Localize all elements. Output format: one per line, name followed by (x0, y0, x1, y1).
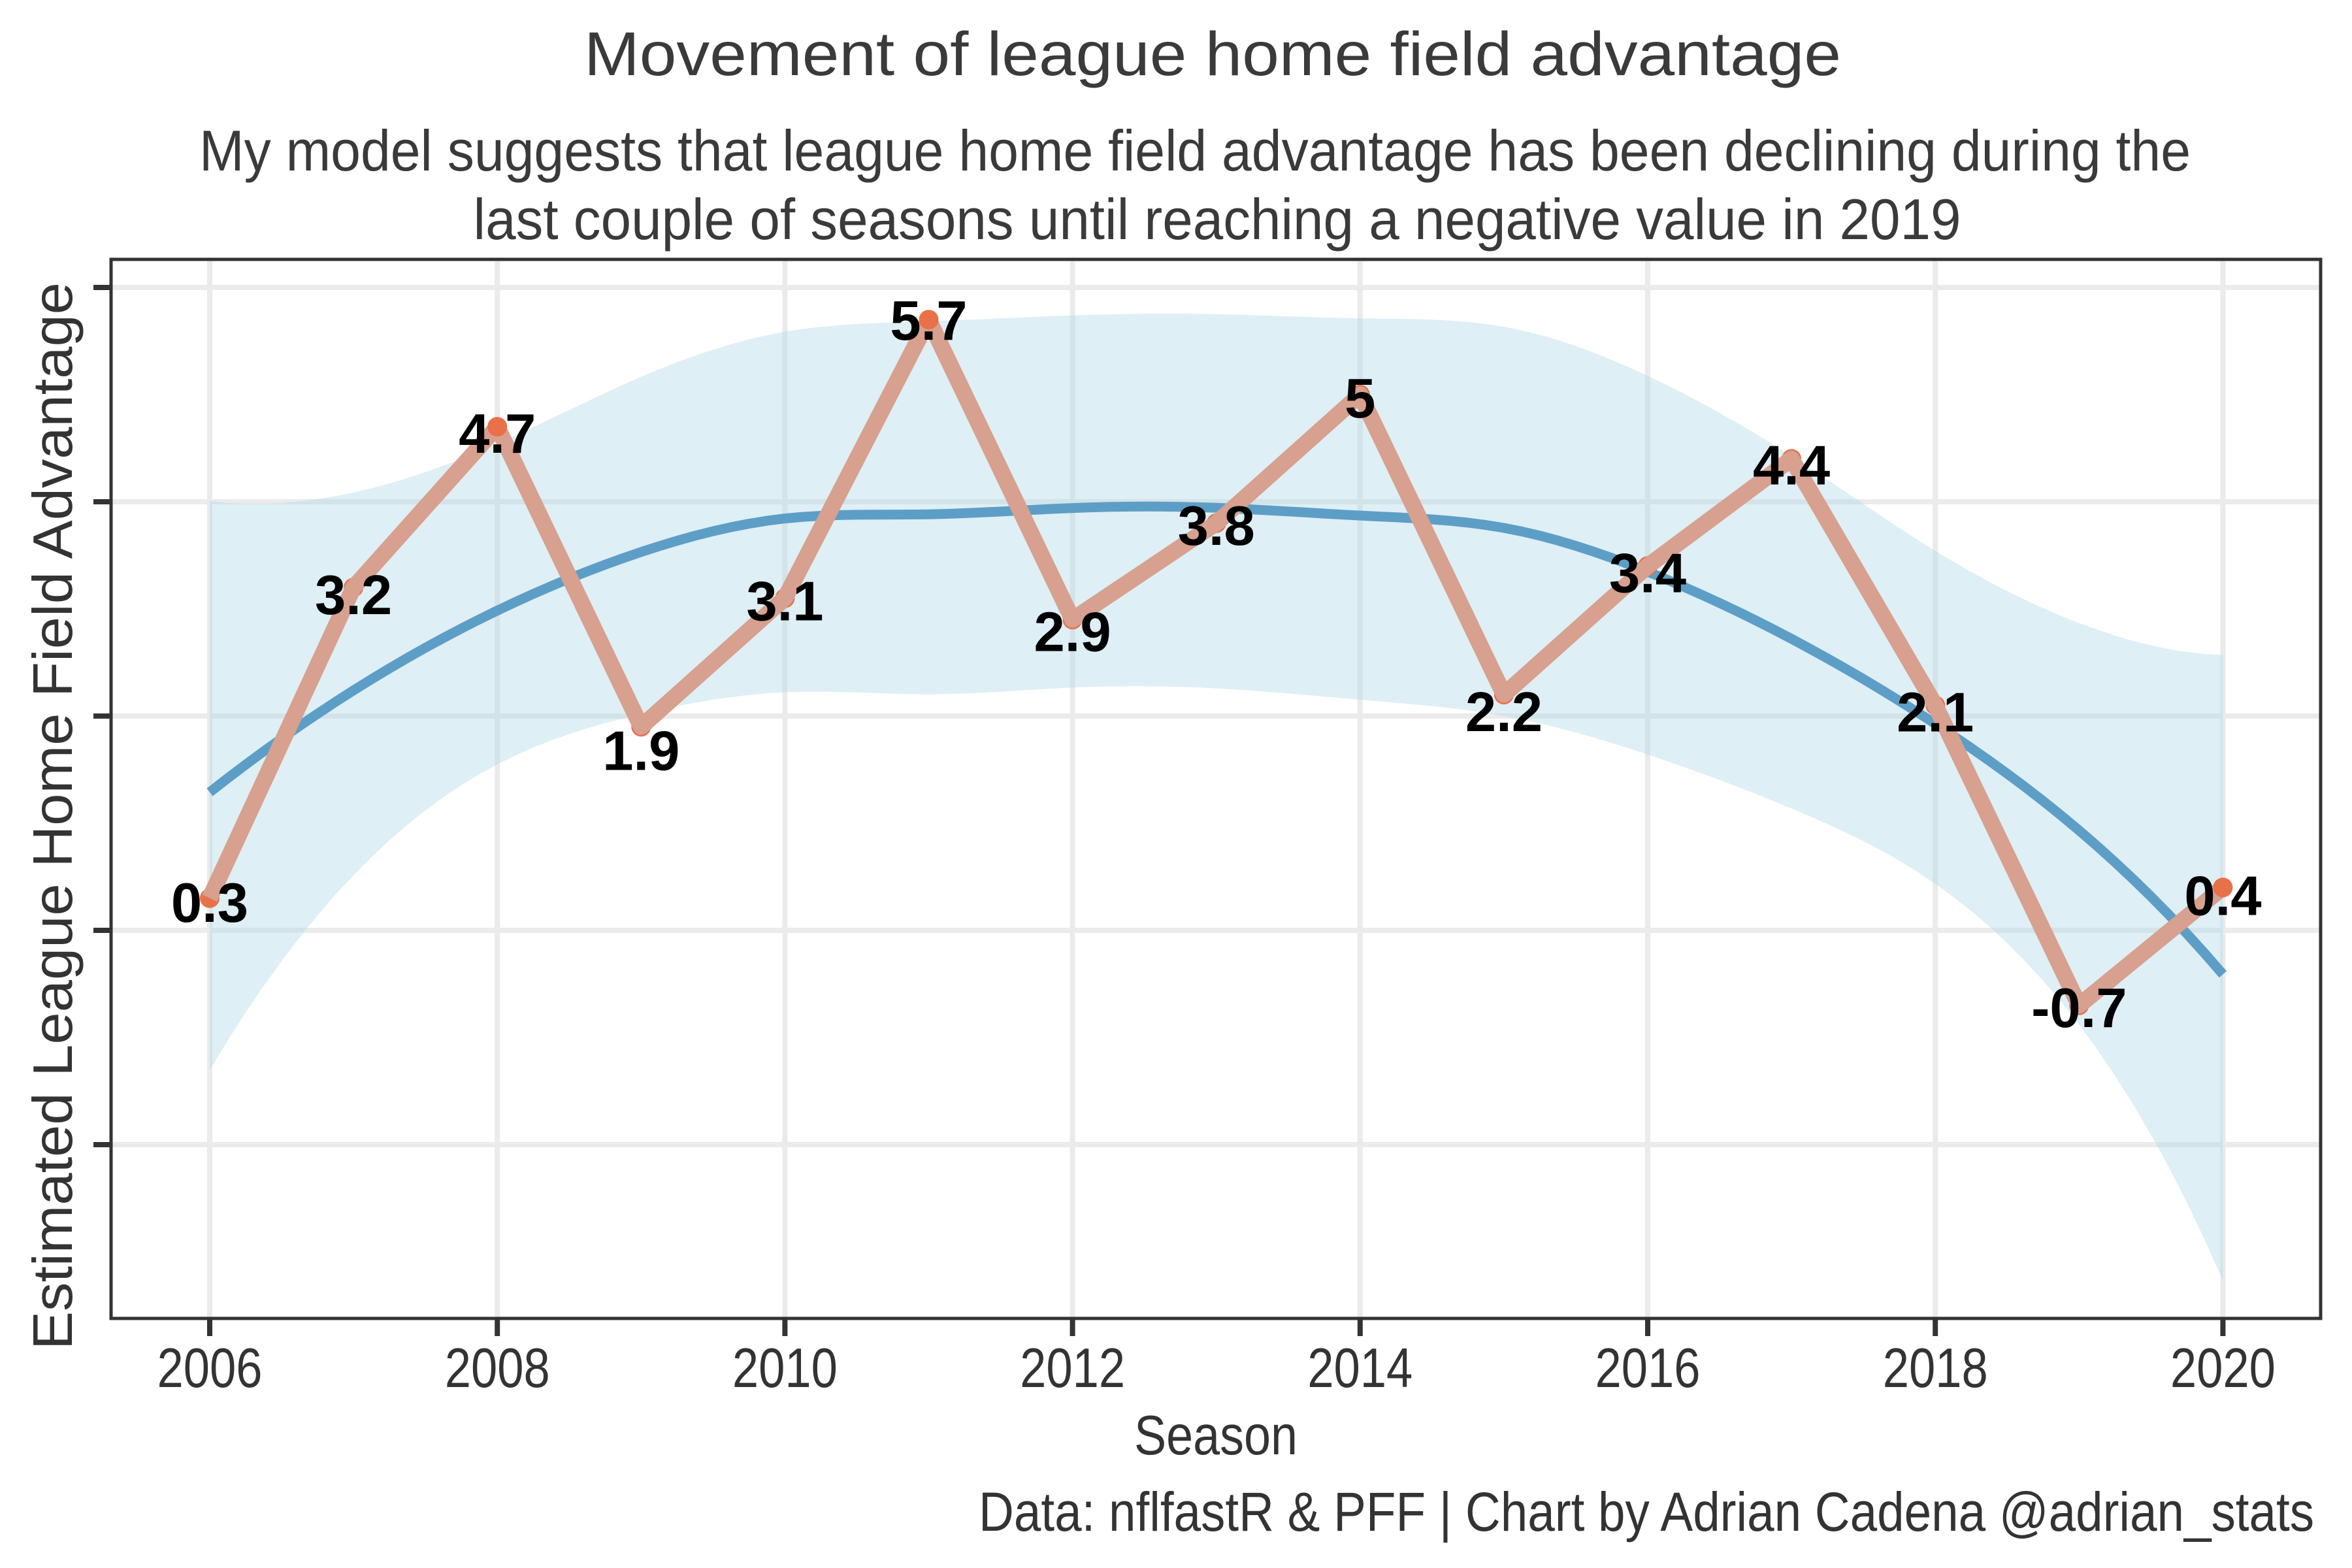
svg-text:4.7: 4.7 (459, 403, 536, 465)
svg-text:3.8: 3.8 (1178, 495, 1255, 557)
svg-text:2020: 2020 (2170, 1337, 2276, 1399)
svg-text:2006: 2006 (157, 1337, 263, 1399)
svg-text:2.1: 2.1 (1897, 682, 1974, 744)
svg-text:2014: 2014 (1307, 1337, 1413, 1399)
svg-text:2016: 2016 (1595, 1337, 1701, 1399)
svg-text:0.4: 0.4 (2184, 865, 2261, 927)
svg-text:4.4: 4.4 (1753, 434, 1830, 497)
svg-text:3.4: 3.4 (1609, 542, 1686, 604)
svg-text:1.9: 1.9 (602, 720, 679, 782)
svg-text:0.3: 0.3 (171, 872, 248, 934)
svg-text:2018: 2018 (1883, 1337, 1988, 1399)
svg-text:Season: Season (1134, 1405, 1298, 1467)
svg-text:2.9: 2.9 (1034, 601, 1111, 663)
svg-text:Data: nflfastR & PFF | Chart b: Data: nflfastR & PFF | Chart by Adrian C… (979, 1481, 2314, 1543)
svg-text:My model suggests that league: My model suggests that league home field… (199, 118, 2191, 183)
svg-text:5: 5 (1345, 368, 1375, 430)
svg-text:3.1: 3.1 (746, 571, 823, 633)
svg-text:-0.7: -0.7 (2031, 977, 2127, 1039)
svg-text:Estimated League Home Field Ad: Estimated League Home Field Advantage (22, 282, 84, 1350)
svg-text:2012: 2012 (1020, 1337, 1125, 1399)
svg-text:5.7: 5.7 (890, 290, 967, 352)
svg-text:2.2: 2.2 (1465, 681, 1543, 743)
svg-text:2008: 2008 (445, 1337, 550, 1399)
svg-text:Movement of league home field: Movement of league home field advantage (584, 20, 1841, 89)
svg-text:last couple of seasons until r: last couple of seasons until reaching a … (474, 187, 1961, 252)
svg-text:2010: 2010 (732, 1337, 838, 1399)
svg-text:3.2: 3.2 (315, 564, 392, 627)
